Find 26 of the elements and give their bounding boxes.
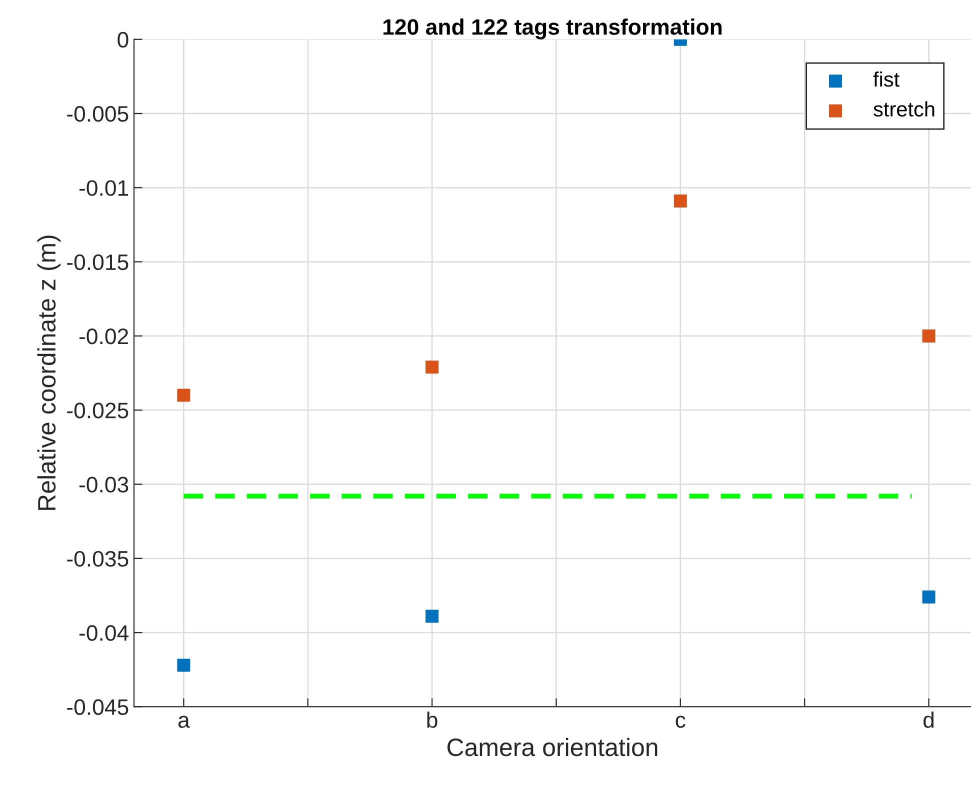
point	[177, 388, 190, 402]
y-tick-label: -0.005	[67, 106, 128, 122]
point	[922, 590, 936, 604]
y-tick-label: -0.035	[67, 550, 128, 567]
chart-title: 120 and 122 tags transformation	[383, 18, 722, 40]
y-tick-label: -0.01	[79, 180, 128, 196]
x-tick-label: c	[676, 716, 686, 728]
x-tick-label: d	[924, 712, 934, 728]
y-tick-label: 0	[118, 32, 128, 48]
y-tick-label: -0.03	[79, 476, 128, 493]
point	[177, 658, 190, 672]
x-tick-label: a	[178, 716, 190, 728]
y-tick-label: -0.025	[67, 402, 128, 418]
y-tick-label: -0.04	[79, 625, 128, 641]
legend-label: fist	[873, 71, 900, 87]
x-axis-title: Camera orientation	[447, 738, 658, 756]
y-tick-label: -0.045	[67, 699, 128, 715]
y-tick-label: -0.02	[79, 328, 128, 344]
y-axis-title: Relative coordinate z (m)	[37, 236, 61, 510]
point	[426, 610, 439, 623]
y-tick-label: -0.015	[67, 254, 128, 270]
x-tick-label: b	[427, 712, 438, 728]
point	[674, 194, 687, 208]
point	[922, 329, 936, 342]
point	[426, 360, 439, 374]
legend-label: stretch	[874, 101, 934, 117]
